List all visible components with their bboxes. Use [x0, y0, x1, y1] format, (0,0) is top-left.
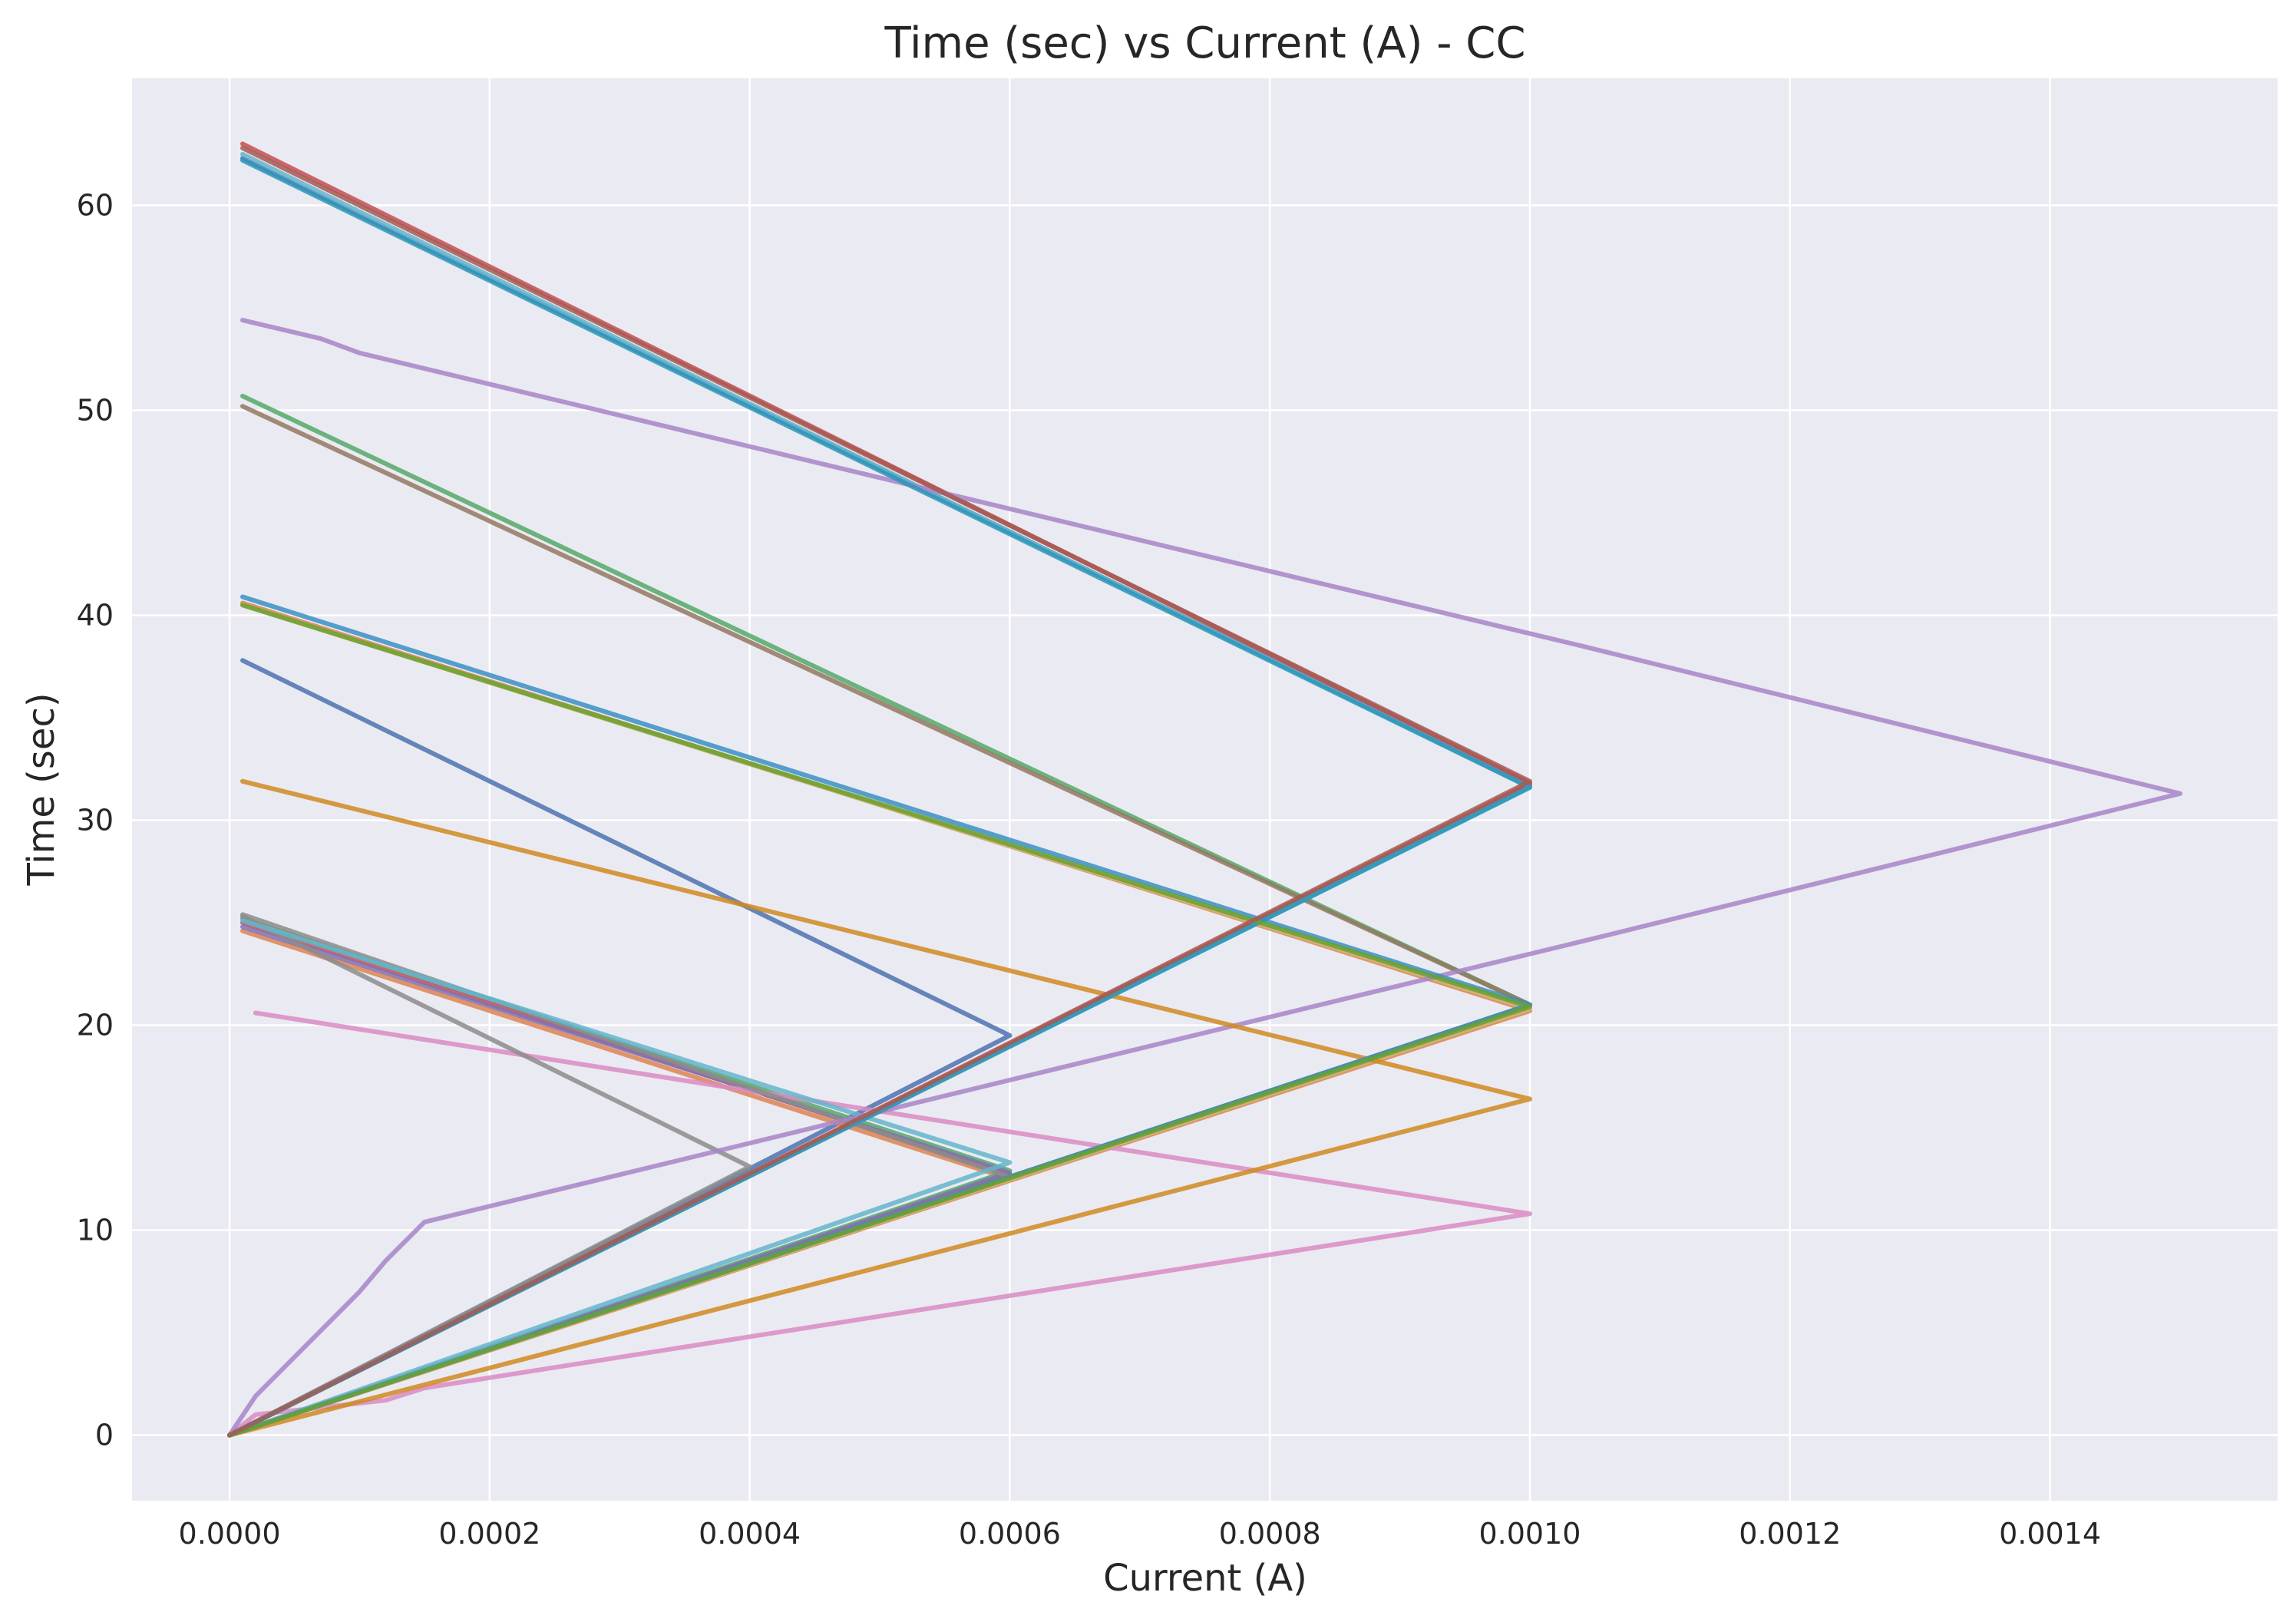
y-tick-label: 60 — [77, 189, 114, 223]
y-tick-label: 50 — [77, 394, 114, 428]
x-axis-label: Current (A) — [1103, 1557, 1307, 1600]
y-tick-label: 20 — [77, 1009, 114, 1042]
series-line-15 — [227, 918, 1013, 1438]
x-axis-ticks: 0.0000 0.0002 0.0004 0.0006 0.0008 0.0010 0.00… — [179, 1517, 2101, 1551]
series-line-21 — [227, 603, 1532, 1438]
x-tick-label: 0.0012 — [1739, 1517, 1841, 1551]
x-tick-label: 0.0002 — [438, 1517, 540, 1551]
x-tick-label: 0.0000 — [179, 1517, 281, 1551]
plot-area — [132, 78, 2278, 1501]
y-axis-ticks: 0 10 20 30 40 50 60 — [77, 189, 114, 1452]
series-line-17 — [227, 318, 2182, 1438]
y-axis-label: Time (sec) — [20, 692, 63, 886]
x-tick-label: 0.0008 — [1219, 1517, 1321, 1551]
x-tick-label: 0.0006 — [959, 1517, 1061, 1551]
y-tick-label: 30 — [77, 804, 114, 837]
x-tick-label: 0.0004 — [699, 1517, 801, 1551]
series-line-18 — [227, 778, 1532, 1438]
series-line-11 — [227, 1010, 1532, 1438]
x-tick-label: 0.0010 — [1479, 1517, 1581, 1551]
series-layer — [227, 141, 2182, 1438]
y-tick-label: 40 — [77, 599, 114, 633]
y-tick-label: 10 — [77, 1214, 114, 1247]
x-tick-label: 0.0014 — [1999, 1517, 2101, 1551]
chart-title: Time (sec) vs Current (A) - CC — [884, 18, 1525, 68]
series-line-22 — [227, 145, 1532, 1438]
y-tick-label: 0 — [95, 1419, 114, 1452]
